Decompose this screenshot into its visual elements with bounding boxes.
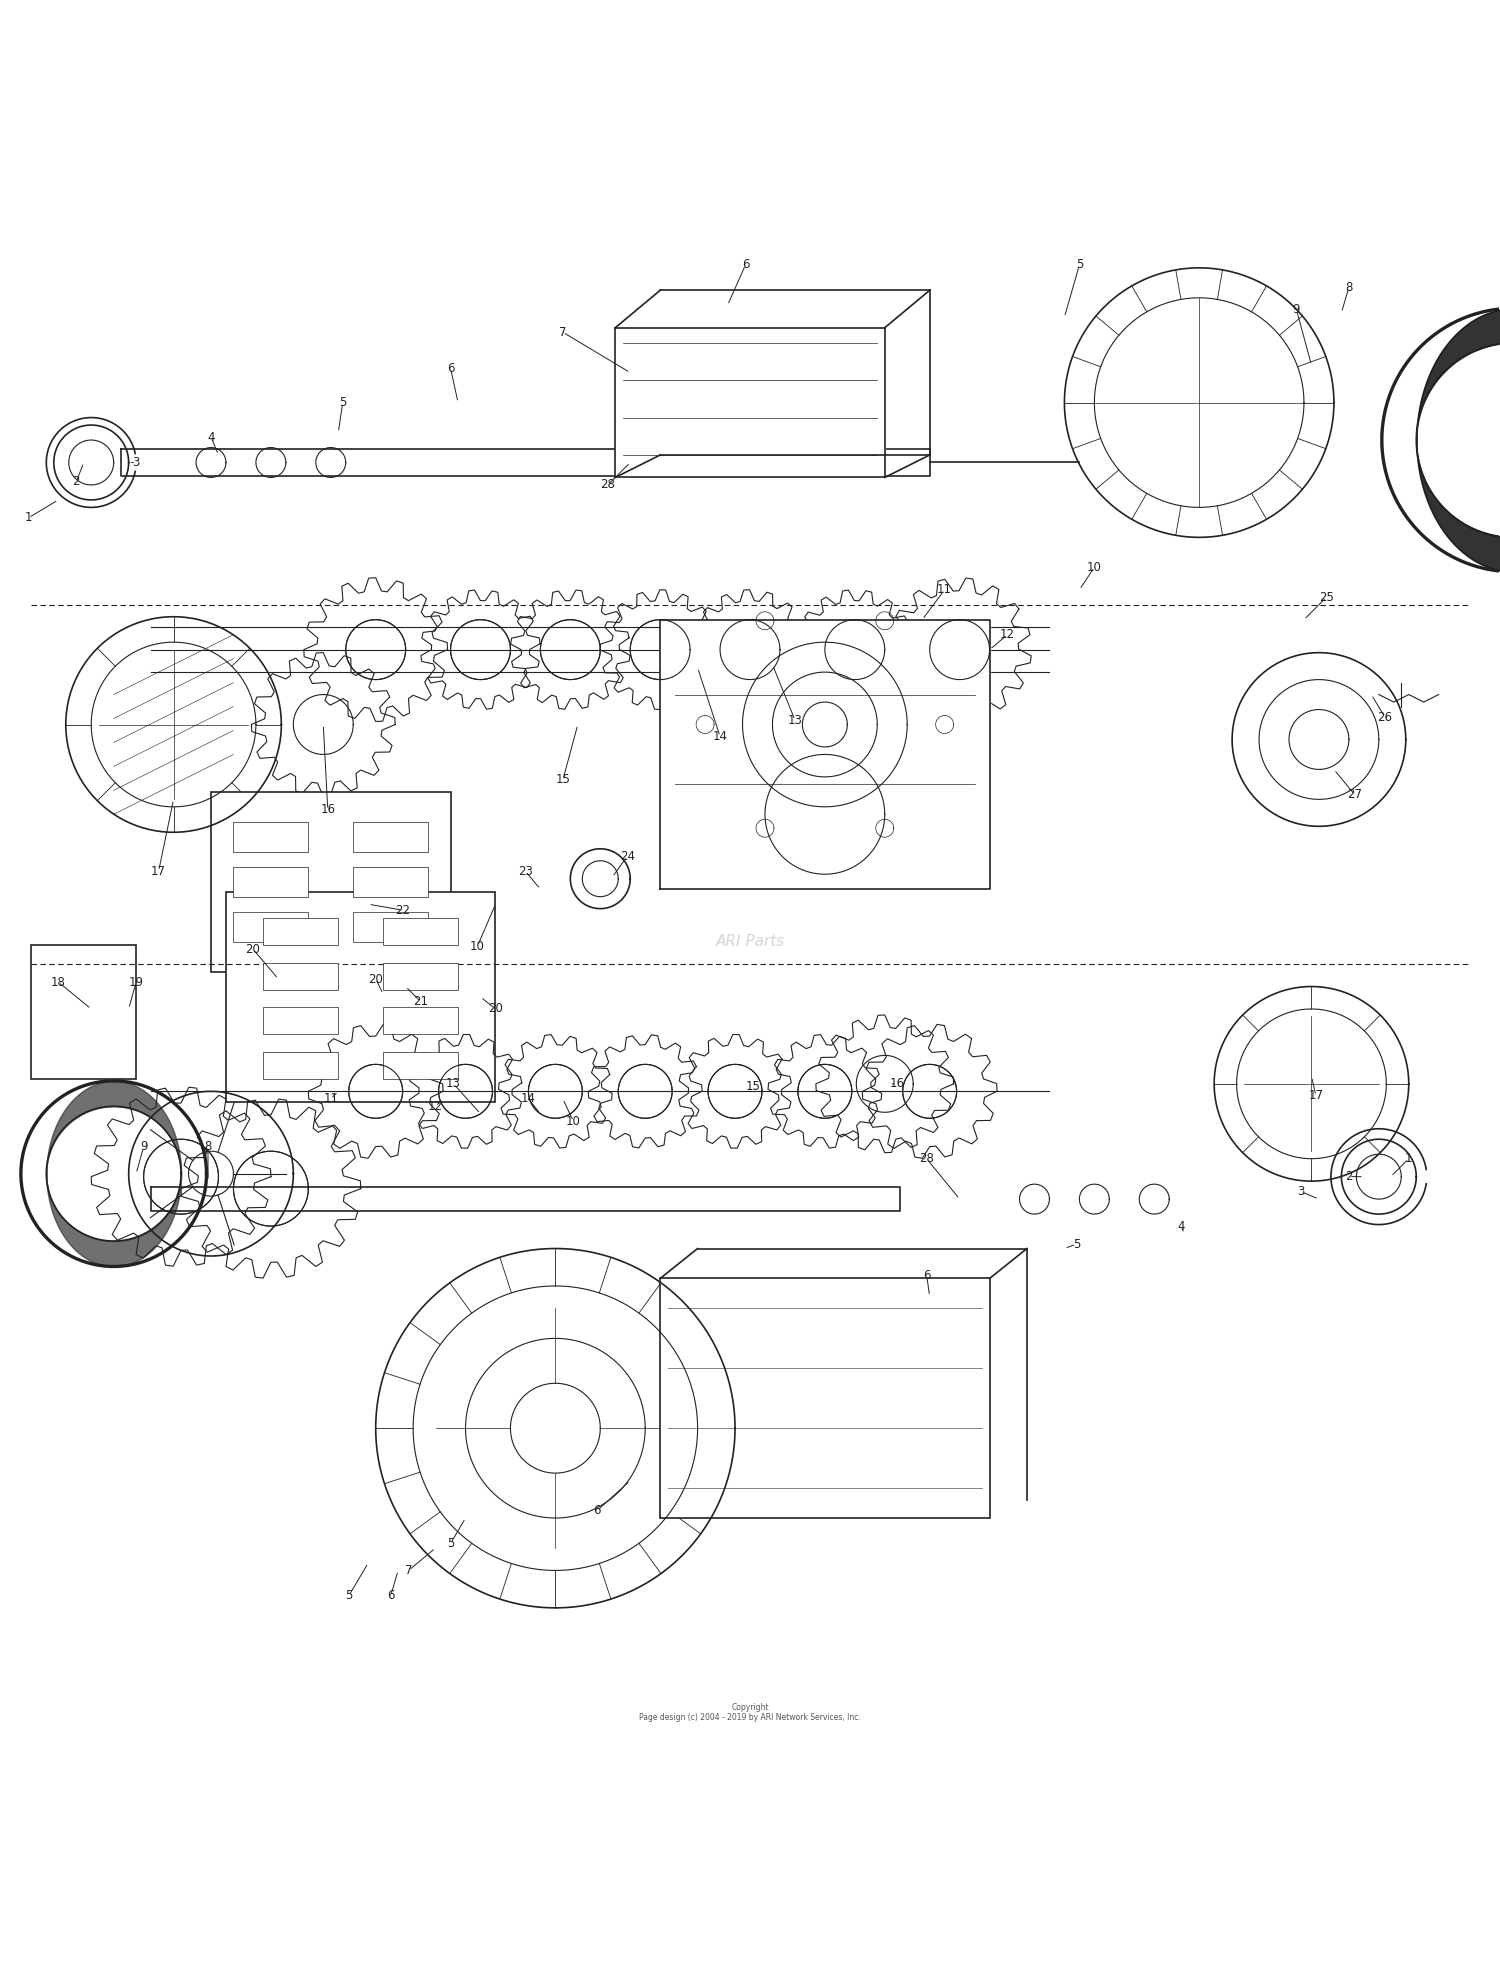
Bar — [234, 867, 309, 897]
Text: 25: 25 — [1318, 590, 1334, 604]
Bar — [264, 1008, 339, 1034]
Text: Copyright
Page design (c) 2004 - 2019 by ARI Network Services, Inc.: Copyright Page design (c) 2004 - 2019 by… — [639, 1704, 861, 1722]
Text: 11: 11 — [938, 582, 952, 596]
Text: 5: 5 — [345, 1588, 352, 1602]
Text: 9: 9 — [140, 1141, 147, 1153]
Text: 20: 20 — [246, 942, 261, 956]
Text: 12: 12 — [1000, 628, 1016, 642]
Text: 10: 10 — [566, 1115, 580, 1127]
Polygon shape — [122, 449, 930, 475]
Text: 6: 6 — [387, 1588, 394, 1602]
Text: 5: 5 — [447, 1537, 454, 1551]
Text: 3: 3 — [132, 455, 140, 469]
Text: 22: 22 — [394, 905, 410, 916]
Text: 28: 28 — [600, 479, 615, 491]
Text: 3: 3 — [1298, 1185, 1305, 1199]
Text: 28: 28 — [920, 1153, 934, 1165]
Text: 26: 26 — [1377, 710, 1392, 724]
Bar — [382, 1008, 458, 1034]
Bar — [264, 918, 339, 944]
Text: 18: 18 — [51, 976, 66, 988]
Text: 6: 6 — [742, 258, 750, 270]
Bar — [352, 912, 428, 942]
Text: 6: 6 — [447, 362, 454, 374]
Text: 8: 8 — [204, 1141, 212, 1153]
Bar — [264, 962, 339, 990]
Bar — [382, 918, 458, 944]
Text: 12: 12 — [427, 1099, 442, 1113]
Text: 2: 2 — [72, 475, 80, 489]
Bar — [382, 1052, 458, 1079]
Text: 7: 7 — [405, 1565, 412, 1576]
Text: 1: 1 — [1406, 1153, 1413, 1165]
Bar — [234, 912, 309, 942]
Text: 5: 5 — [1072, 1239, 1080, 1250]
Text: 6: 6 — [594, 1505, 602, 1517]
Text: 15: 15 — [555, 773, 570, 787]
Text: 19: 19 — [129, 976, 144, 988]
Text: 13: 13 — [446, 1077, 460, 1089]
Bar — [264, 1052, 339, 1079]
Text: 20: 20 — [488, 1002, 502, 1016]
Polygon shape — [615, 328, 885, 477]
Text: 20: 20 — [369, 972, 382, 986]
Text: 7: 7 — [560, 326, 567, 338]
Bar — [352, 867, 428, 897]
Text: 17: 17 — [152, 865, 166, 879]
Text: ARI Parts: ARI Parts — [716, 934, 784, 948]
Text: 4: 4 — [207, 431, 214, 443]
Text: 16: 16 — [890, 1077, 904, 1089]
Text: 14: 14 — [712, 730, 728, 744]
Text: 8: 8 — [1346, 280, 1353, 294]
Text: 23: 23 — [518, 865, 532, 879]
Text: 15: 15 — [746, 1079, 760, 1093]
Text: 5: 5 — [339, 396, 346, 410]
Bar — [226, 893, 495, 1101]
Text: 17: 17 — [1308, 1089, 1323, 1101]
Text: 5: 5 — [1076, 258, 1083, 270]
Bar — [234, 821, 309, 851]
Text: 9: 9 — [1293, 304, 1300, 316]
Text: 21: 21 — [413, 994, 428, 1008]
Text: 13: 13 — [788, 714, 802, 726]
Text: 24: 24 — [620, 849, 634, 863]
Text: 11: 11 — [324, 1091, 339, 1105]
Text: 4: 4 — [1178, 1219, 1185, 1233]
Bar — [211, 791, 450, 972]
Text: 10: 10 — [470, 940, 484, 952]
Bar — [352, 821, 428, 851]
Text: 16: 16 — [321, 803, 336, 817]
Polygon shape — [660, 620, 990, 889]
Text: 6: 6 — [922, 1268, 930, 1282]
Bar — [382, 962, 458, 990]
Bar — [660, 1278, 990, 1519]
Text: 27: 27 — [1347, 789, 1362, 801]
Text: 2: 2 — [1346, 1171, 1353, 1183]
Text: 10: 10 — [1088, 561, 1102, 575]
Polygon shape — [152, 1187, 900, 1211]
Text: 1: 1 — [24, 511, 32, 525]
Bar — [32, 944, 136, 1079]
Text: 14: 14 — [520, 1091, 536, 1105]
